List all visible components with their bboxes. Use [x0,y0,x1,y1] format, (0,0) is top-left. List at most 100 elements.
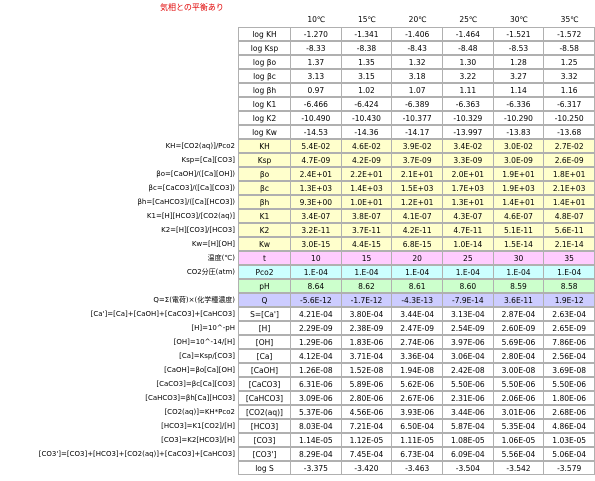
cell-value: 1.9E+01 [492,167,545,181]
cell-value: 5.06E-04 [543,447,595,461]
cell-value: 5.50E-06 [543,377,595,391]
cell-value: -10.290 [492,111,545,125]
cell-value: -3.463 [391,461,443,475]
row-label: βh=[CaHCO3]/([Ca][HCO3]) [137,198,235,206]
cell-value: -3.542 [492,461,545,475]
row-symbol: K2 [238,223,291,237]
row-label: Kw=[H][OH] [191,240,235,248]
cell-value: 5.50E-06 [492,377,545,391]
cell-value: 9.3E+00 [290,195,342,209]
cell-value: 1.07 [391,83,443,97]
row-symbol: βh [238,195,291,209]
cell-value: 1.12E-05 [340,433,393,447]
cell-value: 5.56E-04 [492,447,545,461]
cell-value: 4.6E-02 [340,139,393,153]
cell-value: 4.6E-07 [492,209,545,223]
cell-value: 4.7E-09 [290,153,342,167]
cell-value: 2.47E-09 [391,321,443,335]
row-label: CO2分圧(atm) [186,268,235,276]
row-symbol: [HCO3] [238,419,291,433]
cell-value: -1.7E-12 [340,293,393,307]
cell-value: -8.53 [492,41,545,55]
cell-value: 2.74E-06 [391,335,443,349]
cell-value: 1.4E+01 [492,195,545,209]
cell-value: 1.52E-08 [340,363,393,377]
row-label: [Ca]=Ksp/[CO3] [179,352,235,360]
cell-value: 3.6E-11 [492,293,545,307]
cell-value: 3.15 [340,69,393,83]
cell-value: -13.83 [492,125,545,139]
cell-value: 1.E-04 [340,265,393,279]
cell-value: -10.430 [340,111,393,125]
row-label: [CO3']=[CO3]+[HCO3]+[CO2(aq)]+[CaCO3]+[C… [38,450,235,458]
cell-value: 25 [442,251,494,265]
row-symbol: [Ca] [238,349,291,363]
row-symbol: βo [238,167,291,181]
row-label: [CaCO3]=βc[Ca][CO3] [156,380,235,388]
cell-value: -13.997 [442,125,494,139]
cell-value: -1.341 [340,27,393,41]
row-symbol: KH [238,139,291,153]
row-label: [HCO3]=K1[CO2]/[H] [161,422,235,430]
cell-value: 1.37 [290,55,342,69]
column-header: 35℃ [560,15,579,24]
cell-value: 8.64 [290,279,342,293]
row-symbol: log K1 [238,97,291,111]
cell-value: 2.54E-09 [442,321,494,335]
cell-value: 1.06E-05 [492,433,545,447]
cell-value: -14.17 [391,125,443,139]
cell-value: 3.27 [492,69,545,83]
cell-value: 4.8E-07 [543,209,595,223]
cell-value: 2.0E+01 [442,167,494,181]
cell-value: 1.08E-05 [442,433,494,447]
cell-value: -3.579 [543,461,595,475]
row-symbol: log βh [238,83,291,97]
cell-value: 3.32 [543,69,595,83]
cell-value: -8.43 [391,41,443,55]
cell-value: 4.1E-07 [391,209,443,223]
column-header: 20℃ [408,15,427,24]
cell-value: -6.466 [290,97,342,111]
cell-value: 3.36E-04 [391,349,443,363]
cell-value: 1.9E-12 [543,293,595,307]
row-label: [CO2(aq)]=KH*Pco2 [164,408,235,416]
cell-value: 5.35E-04 [492,419,545,433]
column-header: 30℃ [510,15,528,24]
cell-value: 5.6E-11 [543,223,595,237]
cell-value: 1.E-04 [391,265,443,279]
row-label: K2=[H][CO3]/[HCO3] [161,226,235,234]
cell-value: 1.8E+01 [543,167,595,181]
cell-value: 1.03E-05 [543,433,595,447]
row-label: Q=Σ(電荷)×(化学種濃度) [153,296,235,304]
cell-value: 2.87E-04 [492,307,545,321]
cell-value: 1.5E+03 [391,181,443,195]
cell-value: 1.28 [492,55,545,69]
cell-value: -1.270 [290,27,342,41]
cell-value: 3.09E-06 [290,391,342,405]
cell-value: 3.4E-02 [442,139,494,153]
row-symbol: [CaCO3] [238,377,291,391]
cell-value: 30 [492,251,545,265]
cell-value: 3.80E-04 [340,307,393,321]
cell-value: 5.50E-06 [442,377,494,391]
cell-value: 3.4E-07 [290,209,342,223]
cell-value: -10.329 [442,111,494,125]
cell-value: 2.06E-06 [492,391,545,405]
column-header: 25℃ [459,15,478,24]
cell-value: 3.22 [442,69,494,83]
cell-value: -7.9E-14 [442,293,494,307]
cell-value: 4.4E-15 [340,237,393,251]
cell-value: 2.1E+03 [543,181,595,195]
cell-value: -8.48 [442,41,494,55]
cell-value: 8.62 [340,279,393,293]
row-label: [CaHCO3]=βh[Ca][HCO3] [145,394,235,402]
column-header: 15℃ [358,15,376,24]
cell-value: 3.44E-06 [442,405,494,419]
cell-value: -3.375 [290,461,342,475]
cell-value: 2.29E-09 [290,321,342,335]
sheet-title: 気相との平衡あり [160,3,224,12]
cell-value: 4.56E-06 [340,405,393,419]
cell-value: 1.11 [442,83,494,97]
cell-value: 2.67E-06 [391,391,443,405]
